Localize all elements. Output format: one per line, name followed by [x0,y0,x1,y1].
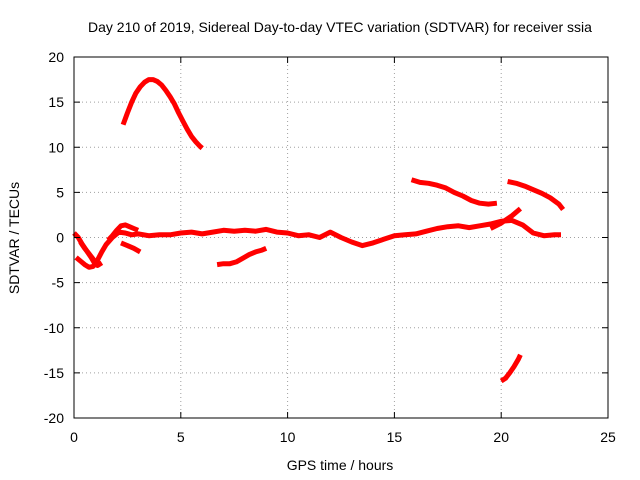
series-arc-neg15 [499,353,523,384]
y-tick-label: -20 [44,410,64,426]
y-tick-label: 20 [48,49,64,65]
x-axis-label: GPS time / hours [287,457,394,473]
x-tick-label: 20 [493,429,509,445]
y-tick-label: 10 [48,139,64,155]
series-arc-main [74,217,561,270]
series-arc-mid-b [507,179,566,212]
series-arc-early-b [78,240,104,268]
x-tick-label: 15 [387,429,403,445]
y-axis-label: SDTVAR / TECUs [6,182,22,294]
y-tick-label: -5 [52,275,65,291]
y-tick-label: -10 [44,320,64,336]
x-tick-label: 25 [600,429,616,445]
data-series [72,77,566,384]
y-tick-label: 15 [48,94,64,110]
x-tick-label: 5 [177,429,185,445]
series-arc-high [120,77,204,151]
y-tick-label: 0 [56,230,64,246]
chart-title: Day 210 of 2019, Sidereal Day-to-day VTE… [88,19,592,35]
y-tick-label: -15 [44,365,64,381]
x-tick-label: 10 [280,429,296,445]
x-axis-ticks: 0 5 10 15 20 25 [70,57,616,445]
x-tick-label: 0 [70,429,78,445]
y-axis-ticks: -20 -15 -10 -5 0 5 10 15 20 [44,49,608,426]
series-arc-mid-a [410,177,498,207]
y-tick-label: 5 [56,184,64,200]
series-arc-rise [106,222,140,242]
series-arc-low [216,246,268,268]
series-arc-late [489,206,523,231]
series-arc-dip [120,240,142,255]
grid [74,57,608,418]
